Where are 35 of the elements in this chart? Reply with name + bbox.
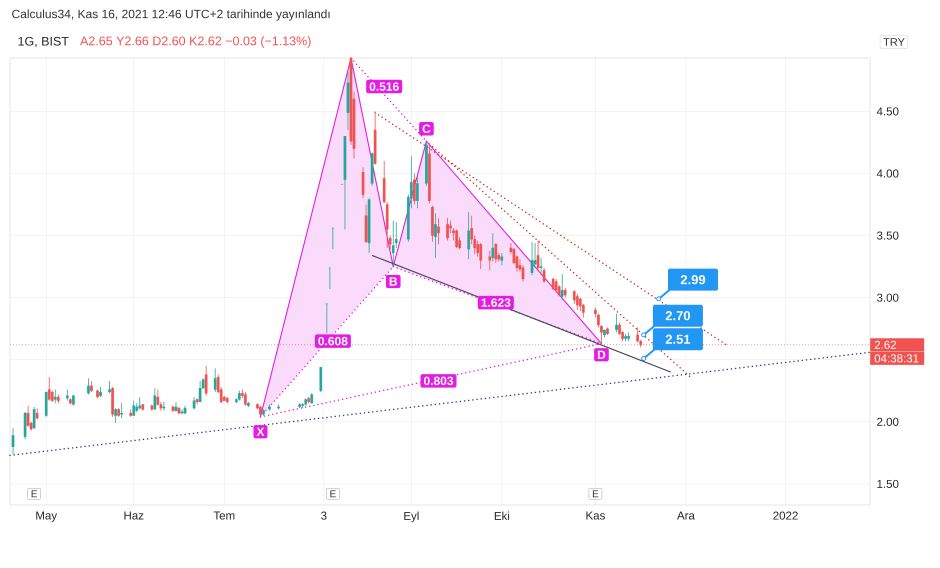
chart-title: 1G, BIST [18,36,69,48]
annotation: 0.516 [370,82,399,91]
annotation: 0.803 [424,376,454,386]
annotation: E [330,490,336,498]
text: TRY [883,38,905,46]
y-tick-label: 3.00 [876,294,898,302]
annotation: 2.99 [680,275,706,284]
annotation: X [256,428,264,436]
annotation: B [390,277,398,286]
x-tick-label: Tem [214,512,234,520]
annotation: 0.608 [318,336,348,346]
x-tick-label: Eyl [404,512,419,522]
x-tick-label: Ara [677,512,695,520]
annotation: D [598,350,606,359]
x-tick-label: Eki [494,512,510,520]
annotation: 1.623 [482,298,510,307]
text: Calculus34, Kas 16, 2021 12:46 UTC+2 tarihinde yayınlandı [12,9,330,21]
x-tick-label: 3 [321,512,327,520]
annotation: 2.51 [666,334,690,344]
annotation: E [592,490,598,498]
y-tick-label: 4.00 [876,169,898,178]
text: 04:38:31 [874,354,918,362]
ref-line-label: 2.62 [874,340,896,349]
y-tick-label: 1.50 [877,480,898,488]
x-tick-label: May [36,512,58,522]
annotation: C [422,124,430,134]
chart-subtitle: A2.65 Y2.66 D2.60 K2.62 −0.03 (−1.13%) [80,36,311,48]
x-tick-label: 2022 [773,512,798,520]
y-tick-label: 4.50 [876,107,898,116]
annotation: E [32,490,38,498]
annotation: 2.70 [666,311,690,320]
x-tick-label: Haz [124,512,144,520]
x-tick-label: Kas [586,512,605,520]
y-tick-label: 2.00 [877,418,898,426]
y-tick-label: 3.50 [876,231,898,240]
